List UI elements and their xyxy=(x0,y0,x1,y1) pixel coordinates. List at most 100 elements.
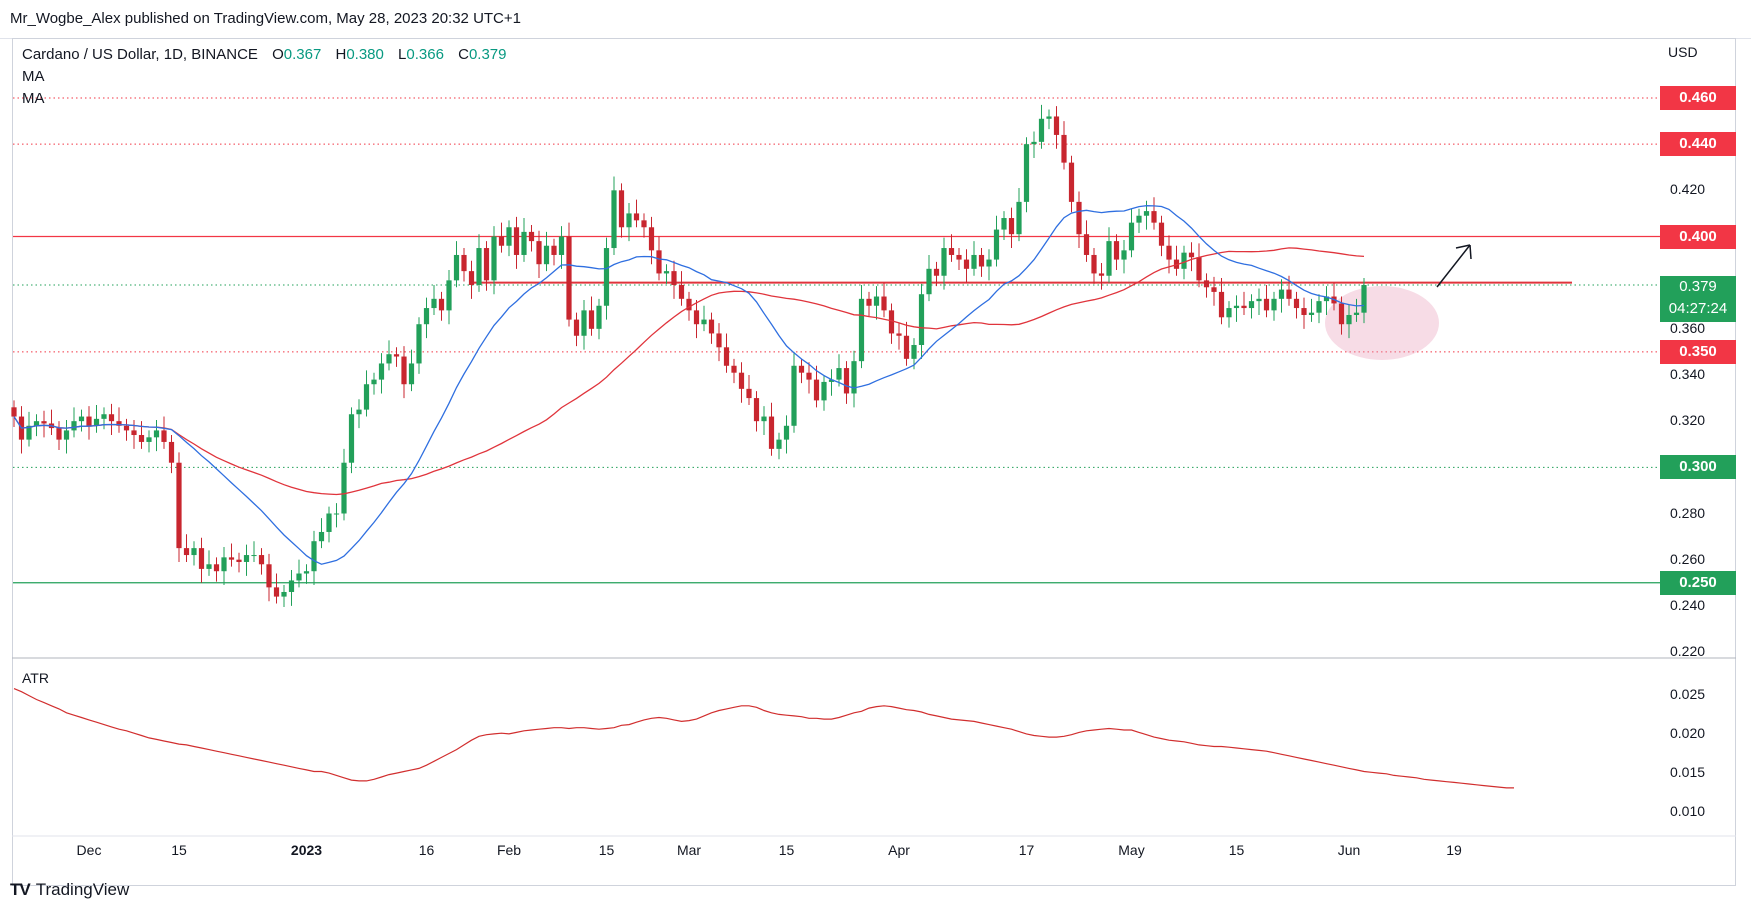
candle-body xyxy=(888,310,895,334)
candle-body xyxy=(101,414,107,419)
candle-body xyxy=(11,407,17,417)
candle-body xyxy=(851,361,857,394)
candle-body xyxy=(273,587,280,597)
low-label: L xyxy=(398,46,407,63)
atr-tick-0.020: 0.020 xyxy=(1670,724,1706,741)
x-tick-16-3: 16 xyxy=(418,842,435,858)
candle-body xyxy=(506,227,512,246)
candle-body xyxy=(213,564,220,572)
currency-label[interactable]: USD xyxy=(1668,44,1698,60)
candle-body xyxy=(558,236,565,255)
candle-body xyxy=(498,236,505,246)
candle-body xyxy=(296,573,302,581)
candle-body xyxy=(776,439,782,449)
candle-body xyxy=(918,294,925,345)
x-tick-Jun-12: Jun xyxy=(1337,842,1361,858)
current-price-tag: 0.379 04:27:24 xyxy=(1660,276,1736,322)
candle-body xyxy=(723,347,730,366)
candle-body xyxy=(491,236,497,281)
candle-body xyxy=(1061,134,1067,163)
y-tick-0.340: 0.340 xyxy=(1670,366,1706,382)
candle-body xyxy=(1136,215,1142,223)
candle-body xyxy=(461,254,467,272)
candle-body xyxy=(1278,289,1285,299)
open-value: 0.367 xyxy=(283,46,322,63)
x-tick-Mar-6: Mar xyxy=(676,842,702,858)
candle-body xyxy=(716,333,722,348)
ma-slow-line xyxy=(13,247,1365,496)
candle-body xyxy=(168,441,175,463)
candle-body xyxy=(116,421,122,426)
candle-body xyxy=(1301,308,1307,315)
candle-body xyxy=(1143,211,1150,216)
candle-body xyxy=(701,319,707,325)
candle-body xyxy=(1263,298,1270,311)
tradingview-brand[interactable]: TV TradingView xyxy=(10,880,129,900)
candle-body xyxy=(581,310,587,336)
candle-body xyxy=(821,381,827,401)
candle-body xyxy=(1293,298,1300,309)
candle-body xyxy=(903,335,910,359)
ma-fast-line xyxy=(13,205,1365,565)
y-tick-0.280: 0.280 xyxy=(1670,504,1706,521)
candle-body xyxy=(56,428,62,440)
candle-body xyxy=(513,227,520,255)
candle-body xyxy=(153,430,160,438)
candle-body xyxy=(1053,116,1060,135)
candle-body xyxy=(768,416,775,449)
level-tag-0.300: 0.300 xyxy=(1660,455,1736,480)
candle-body xyxy=(408,363,415,385)
candle-body xyxy=(551,245,557,255)
ma-fast-label[interactable]: MA xyxy=(22,68,45,85)
chart-frame xyxy=(12,38,1736,886)
consolidation-highlight xyxy=(1325,286,1439,360)
level-tag-0.440: 0.440 xyxy=(1660,132,1736,157)
candle-body xyxy=(783,425,790,440)
x-tick-15-5: 15 xyxy=(598,842,615,858)
ma-slow-label[interactable]: MA xyxy=(22,90,45,107)
candle-body xyxy=(588,310,595,329)
candle-body xyxy=(93,418,100,426)
candle-body xyxy=(873,296,880,306)
candle-body xyxy=(236,559,242,562)
candle-body xyxy=(243,555,250,562)
candle-body xyxy=(566,236,572,320)
candle-body xyxy=(431,298,437,309)
candle-body xyxy=(1181,252,1187,269)
candle-body xyxy=(63,430,70,440)
bar-countdown: 04:27:24 xyxy=(1668,300,1728,317)
candle-body xyxy=(423,308,430,325)
x-tick-19-13: 19 xyxy=(1446,842,1462,858)
candle-body xyxy=(933,268,940,276)
x-tick-May-10: May xyxy=(1118,842,1145,858)
candle-body xyxy=(318,531,325,542)
candle-body xyxy=(596,305,602,329)
candle-body xyxy=(656,250,662,274)
open-label: O xyxy=(272,46,284,63)
atr-tick-0.025: 0.025 xyxy=(1670,685,1706,702)
atr-label[interactable]: ATR xyxy=(22,670,49,686)
candle-body xyxy=(911,344,917,359)
candle-body xyxy=(363,384,370,410)
candle-body xyxy=(806,372,812,380)
y-tick-0.260: 0.260 xyxy=(1670,550,1706,567)
candle-body xyxy=(1316,301,1322,313)
level-tag-0.460: 0.460 xyxy=(1660,86,1736,110)
candle-body xyxy=(1308,312,1315,315)
candle-body xyxy=(963,259,970,269)
candle-body xyxy=(611,190,617,249)
candle-body xyxy=(641,220,647,228)
candle-body xyxy=(131,430,137,436)
candle-body xyxy=(528,231,535,242)
candle-body xyxy=(1046,116,1052,119)
candle-body xyxy=(78,416,85,422)
candle-body xyxy=(633,213,640,221)
candle-body xyxy=(1151,211,1157,223)
candle-body xyxy=(1286,289,1292,299)
chart-legend: Cardano / US Dollar, 1D, BINANCE O0.367 … xyxy=(22,44,507,110)
candle-body xyxy=(198,548,205,569)
candle-body xyxy=(393,354,400,357)
candle-body xyxy=(543,245,550,265)
candle-body xyxy=(896,333,902,336)
